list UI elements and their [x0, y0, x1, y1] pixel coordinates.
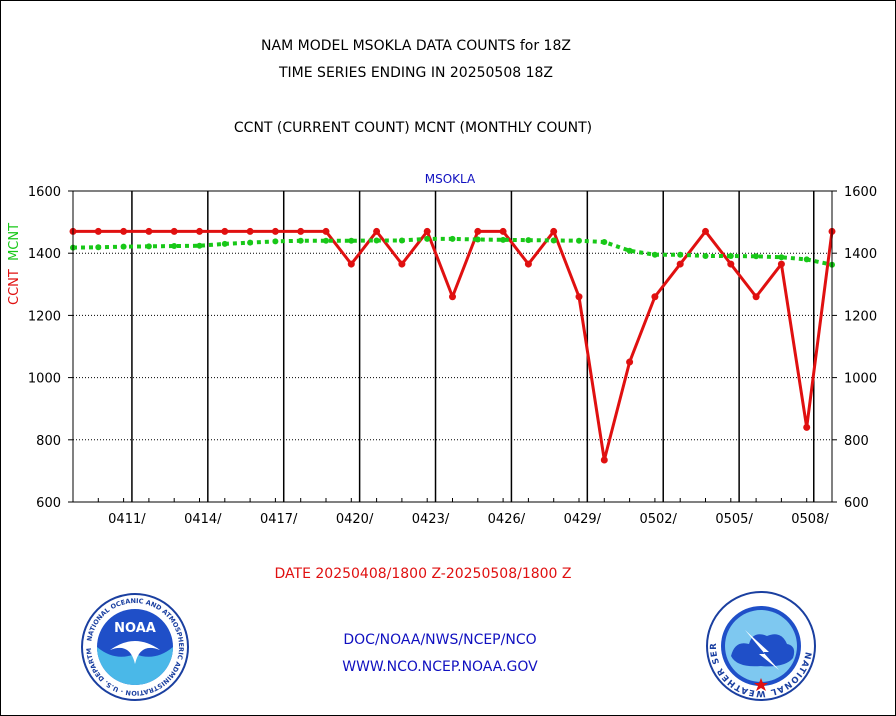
- data-point-ccnt: [449, 293, 456, 301]
- data-point-mcnt: [196, 242, 203, 249]
- data-point-ccnt: [550, 227, 558, 235]
- data-point-mcnt: [373, 237, 380, 244]
- chart-title-line1: NAM MODEL MSOKLA DATA COUNTS for 18Z: [261, 38, 571, 54]
- data-point-ccnt: [196, 227, 203, 235]
- y-tick-label-left: 1200: [28, 309, 61, 324]
- data-point-mcnt: [651, 251, 658, 258]
- data-point-mcnt: [272, 238, 279, 245]
- date-range-label: DATE 20250408/1800 Z-20250508/1800 Z: [274, 566, 572, 582]
- data-point-ccnt: [145, 227, 153, 235]
- y-tick-label-left: 600: [36, 496, 61, 511]
- data-point-ccnt: [702, 227, 709, 235]
- y-tick-label-right: 1000: [844, 372, 877, 387]
- data-point-ccnt: [803, 423, 811, 431]
- data-point-ccnt: [246, 227, 254, 235]
- data-point-ccnt: [499, 227, 507, 235]
- data-point-ccnt: [373, 227, 381, 235]
- y-tick-label-left: 1600: [28, 185, 61, 200]
- x-tick-label: 0505/: [715, 512, 753, 527]
- y-tick-label-left: 1400: [28, 247, 61, 262]
- series-layer: [69, 227, 836, 464]
- data-point-mcnt: [727, 252, 734, 259]
- data-point-mcnt: [171, 243, 178, 250]
- x-tick-label: 0429/: [564, 512, 602, 527]
- data-point-ccnt: [221, 227, 229, 235]
- data-point-ccnt: [651, 293, 659, 301]
- data-point-mcnt: [323, 237, 329, 244]
- data-point-mcnt: [297, 237, 304, 244]
- data-point-mcnt: [500, 236, 507, 243]
- y-tick-label-right: 800: [844, 434, 869, 449]
- data-point-ccnt: [752, 293, 760, 301]
- data-point-ccnt: [626, 358, 634, 366]
- data-point-mcnt: [525, 237, 532, 244]
- x-tick-label: 0502/: [639, 512, 677, 527]
- data-point-ccnt: [271, 227, 279, 235]
- noaa-logo-text: NOAA: [114, 621, 156, 636]
- data-point-mcnt: [398, 237, 405, 244]
- chart-subtitle: CCNT (CURRENT COUNT) MCNT (MONTHLY COUNT…: [233, 120, 593, 136]
- x-tick-label: 0420/: [336, 512, 374, 527]
- data-point-mcnt: [221, 240, 228, 247]
- y-tick-label-right: 1200: [844, 309, 877, 324]
- y-tick-label-right: 600: [844, 496, 869, 511]
- data-point-ccnt: [777, 260, 785, 268]
- data-point-mcnt: [803, 256, 810, 263]
- y-tick-label-right: 1400: [844, 247, 877, 262]
- data-point-mcnt: [601, 239, 608, 246]
- data-point-mcnt: [778, 254, 785, 261]
- data-point-ccnt: [120, 227, 128, 235]
- data-point-mcnt: [449, 235, 456, 242]
- data-point-ccnt: [474, 227, 482, 235]
- data-point-ccnt: [398, 260, 406, 268]
- data-point-mcnt: [626, 247, 633, 254]
- data-point-ccnt: [423, 227, 431, 235]
- data-point-mcnt: [145, 243, 152, 250]
- data-point-mcnt: [677, 251, 684, 258]
- data-point-mcnt: [550, 237, 557, 244]
- data-point-mcnt: [753, 253, 760, 260]
- data-point-ccnt: [322, 227, 330, 235]
- x-tick-label: 0423/: [412, 512, 450, 527]
- data-point-ccnt: [94, 227, 102, 235]
- data-point-ccnt: [347, 260, 355, 268]
- data-point-ccnt: [575, 293, 583, 301]
- x-tick-label: 0508/: [791, 512, 829, 527]
- data-point-mcnt: [247, 239, 254, 246]
- x-tick-label: 0426/: [488, 512, 526, 527]
- x-tick-label: 0414/: [184, 512, 222, 527]
- data-point-ccnt: [297, 227, 305, 235]
- series-line-ccnt: [73, 229, 834, 462]
- footer-link-website[interactable]: WWW.NCO.NCEP.NOAA.GOV: [342, 659, 538, 675]
- y-tick-label-left: 1000: [28, 372, 61, 387]
- y-tick-label-left: 800: [36, 434, 61, 449]
- data-point-ccnt: [676, 260, 684, 268]
- data-point-mcnt: [576, 237, 582, 244]
- data-point-ccnt: [524, 260, 532, 268]
- y-tick-label-right: 1600: [844, 185, 877, 200]
- data-point-mcnt: [348, 237, 355, 244]
- data-point-mcnt: [702, 252, 709, 259]
- data-point-mcnt: [424, 235, 431, 242]
- data-point-ccnt: [600, 456, 608, 464]
- axes-layer: 600 600 800 800 1000 1000 1200 1200 1400 1400 1600…: [28, 185, 877, 527]
- noaa-logo: NOAA NATIONAL OCEANIC AND ATMOSPHERIC AD…: [80, 592, 189, 701]
- data-point-ccnt: [727, 260, 735, 268]
- series-line-mcnt: [72, 236, 833, 267]
- nws-logo: NATIONAL WEATHER SERVICE: [705, 590, 816, 701]
- x-tick-label: 0417/: [260, 512, 298, 527]
- panel-label: MSOKLA: [424, 172, 476, 186]
- chart-title-line2: TIME SERIES ENDING IN 20250508 18Z: [279, 65, 553, 81]
- footer-link-doc[interactable]: DOC/NOAA/NWS/NCEP/NCO: [343, 632, 537, 648]
- data-point-mcnt: [120, 243, 127, 250]
- data-point-mcnt: [95, 244, 102, 251]
- x-tick-label: 0411/: [108, 512, 146, 527]
- data-point-mcnt: [474, 236, 481, 243]
- data-point-ccnt: [170, 227, 178, 235]
